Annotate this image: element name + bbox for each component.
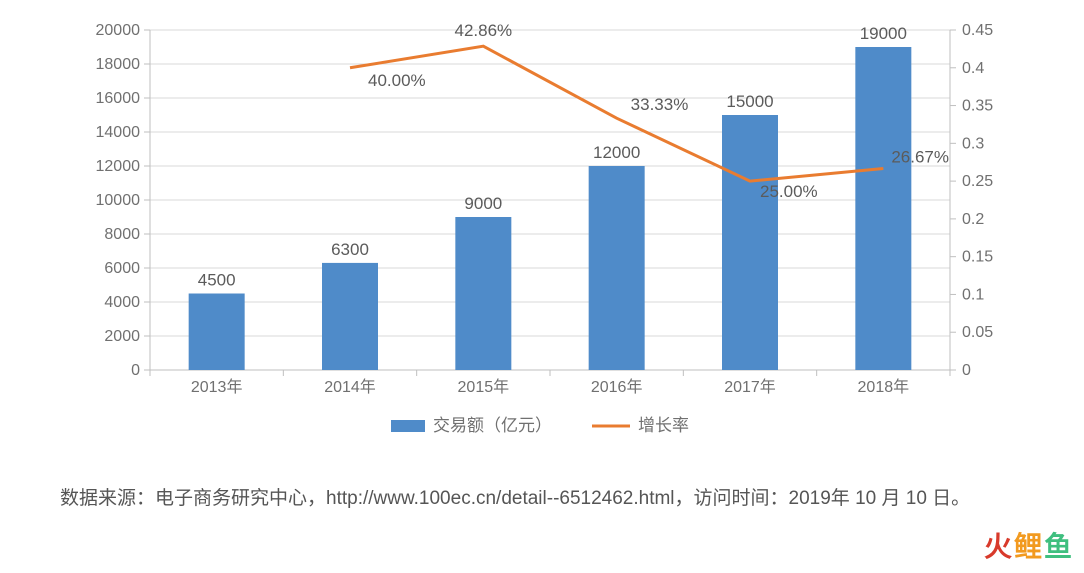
svg-text:0: 0 xyxy=(131,362,140,379)
svg-text:2013年: 2013年 xyxy=(191,378,243,396)
legend-bar-swatch xyxy=(391,420,425,432)
source-caption: 数据来源：电子商务研究中心，http://www.100ec.cn/detail… xyxy=(60,478,1020,520)
svg-text:10000: 10000 xyxy=(96,192,141,209)
watermark: 火鲤鱼 xyxy=(984,525,1074,565)
svg-text:0.25: 0.25 xyxy=(962,173,993,190)
svg-text:14000: 14000 xyxy=(96,124,141,141)
chart-container: 0 2000 4000 6000 8000 10000 12000 14000 16000 180… xyxy=(60,20,1020,460)
svg-text:25.00%: 25.00% xyxy=(760,182,818,201)
svg-text:40.00%: 40.00% xyxy=(368,71,426,90)
svg-text:6300: 6300 xyxy=(331,240,369,259)
svg-text:0.4: 0.4 xyxy=(962,60,984,77)
svg-text:2015年: 2015年 xyxy=(458,378,510,396)
svg-text:2018年: 2018年 xyxy=(858,378,910,396)
bar xyxy=(722,115,778,370)
svg-text:20000: 20000 xyxy=(96,22,141,39)
watermark-char-2: 鲤 xyxy=(1014,531,1044,562)
svg-text:26.67%: 26.67% xyxy=(891,147,949,166)
svg-text:0.05: 0.05 xyxy=(962,324,993,341)
svg-text:33.33%: 33.33% xyxy=(631,95,689,114)
watermark-char-1: 火 xyxy=(984,531,1014,562)
svg-text:6000: 6000 xyxy=(104,260,140,277)
watermark-char-3: 鱼 xyxy=(1044,531,1074,562)
svg-text:0.35: 0.35 xyxy=(962,98,993,115)
svg-text:0.3: 0.3 xyxy=(962,135,984,152)
bar xyxy=(855,47,911,370)
svg-text:4000: 4000 xyxy=(104,294,140,311)
legend-bar-label: 交易额（亿元） xyxy=(433,416,552,435)
combo-chart: 0 2000 4000 6000 8000 10000 12000 14000 16000 180… xyxy=(60,20,1020,450)
svg-text:0.2: 0.2 xyxy=(962,211,984,228)
svg-text:0.45: 0.45 xyxy=(962,22,993,39)
svg-text:4500: 4500 xyxy=(198,271,236,290)
svg-text:2000: 2000 xyxy=(104,328,140,345)
svg-text:9000: 9000 xyxy=(464,194,502,213)
bar xyxy=(322,263,378,370)
svg-text:12000: 12000 xyxy=(96,158,141,175)
svg-text:12000: 12000 xyxy=(593,143,640,162)
legend-line-label: 增长率 xyxy=(638,416,689,435)
svg-text:16000: 16000 xyxy=(96,90,141,107)
svg-text:2014年: 2014年 xyxy=(324,378,376,396)
svg-text:2017年: 2017年 xyxy=(724,378,776,396)
svg-text:19000: 19000 xyxy=(860,24,907,43)
svg-text:8000: 8000 xyxy=(104,226,140,243)
svg-text:0.15: 0.15 xyxy=(962,249,993,266)
svg-text:42.86%: 42.86% xyxy=(454,21,512,40)
svg-text:0: 0 xyxy=(962,362,971,379)
bar xyxy=(455,217,511,370)
bar xyxy=(189,294,245,371)
bar xyxy=(589,166,645,370)
svg-text:0.1: 0.1 xyxy=(962,286,984,303)
svg-text:15000: 15000 xyxy=(726,92,773,111)
svg-text:2016年: 2016年 xyxy=(591,378,643,396)
svg-text:18000: 18000 xyxy=(96,56,141,73)
